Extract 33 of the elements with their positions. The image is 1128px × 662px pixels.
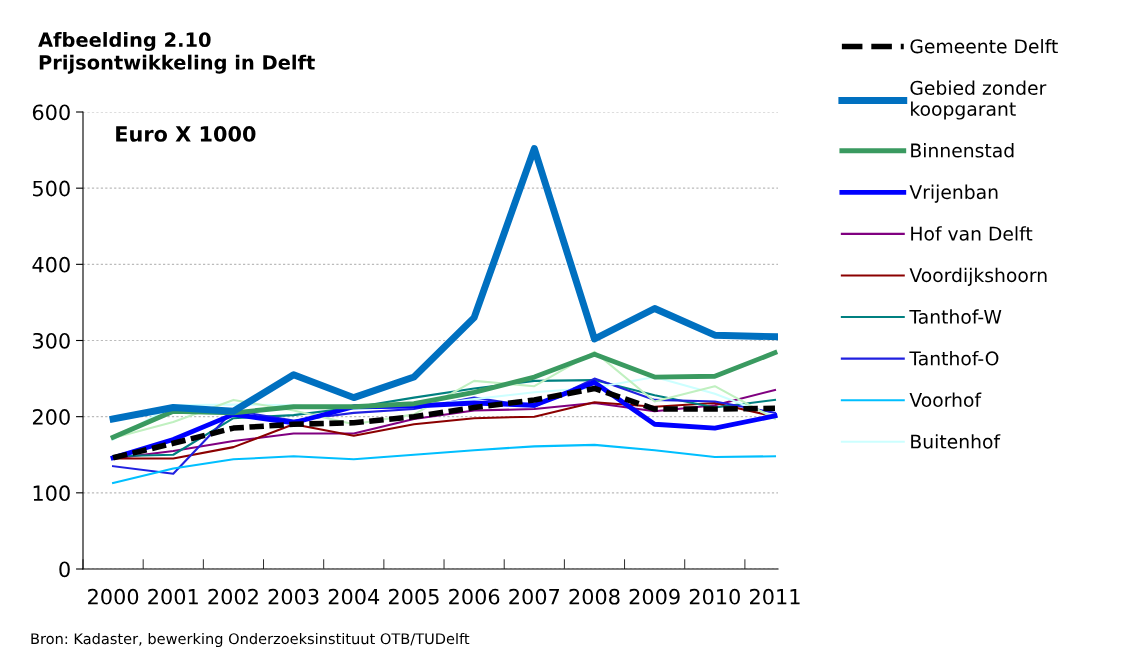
y-tick-label: 400 xyxy=(32,256,70,273)
y-tick-label: 500 xyxy=(33,180,70,197)
line-series xyxy=(112,443,777,484)
x-tick-label: 2007 xyxy=(509,588,560,605)
y-tick-label: 600 xyxy=(32,104,70,121)
annotation: Euro X 1000 xyxy=(116,126,256,142)
y-tick-label: 100 xyxy=(33,485,70,502)
x-tick-label: 2004 xyxy=(328,588,380,605)
y-tick-label: 300 xyxy=(33,332,70,349)
legend-label: Buitenhof xyxy=(911,434,1001,449)
y-tick-label: 200 xyxy=(32,409,70,425)
legend-label: Binnenstad xyxy=(911,143,1014,158)
x-tick-label: 2003 xyxy=(268,588,319,605)
chart-title: Afbeelding 2.10 Prijsontwikkeling in Delft xyxy=(38,32,315,74)
x-tick-label: 2010 xyxy=(689,588,740,605)
legend-label: Hof van Delft xyxy=(911,226,1033,241)
x-tick-label: 2000 xyxy=(88,588,139,605)
x-tick-label: 2002 xyxy=(208,588,258,605)
x-tick-label: 2005 xyxy=(388,588,439,605)
legend-label: Tanthof-O xyxy=(909,350,999,366)
x-tick-label: 2011 xyxy=(750,588,800,605)
x-tick-label: 2001 xyxy=(148,588,198,605)
x-tick-label: 2008 xyxy=(569,588,620,605)
x-tick-label: 2006 xyxy=(449,588,500,605)
legend-label: Voordijkshoorn xyxy=(909,267,1047,286)
text: Bron: Kadaster, bewerking Onderzoeksinstituut OTB/TUDelft xyxy=(31,632,470,648)
legend-label: Tanthof-W xyxy=(909,309,1002,324)
y-tick-label: 0 xyxy=(59,561,70,578)
legend-label: Gemeente Delft xyxy=(910,38,1058,54)
legend-label: Vrijenban xyxy=(909,184,998,203)
x-tick-label: 2009 xyxy=(629,588,680,605)
legend-label: Gebied zonder koopgarant xyxy=(910,80,1047,120)
legend-label: Voorhof xyxy=(909,392,982,408)
